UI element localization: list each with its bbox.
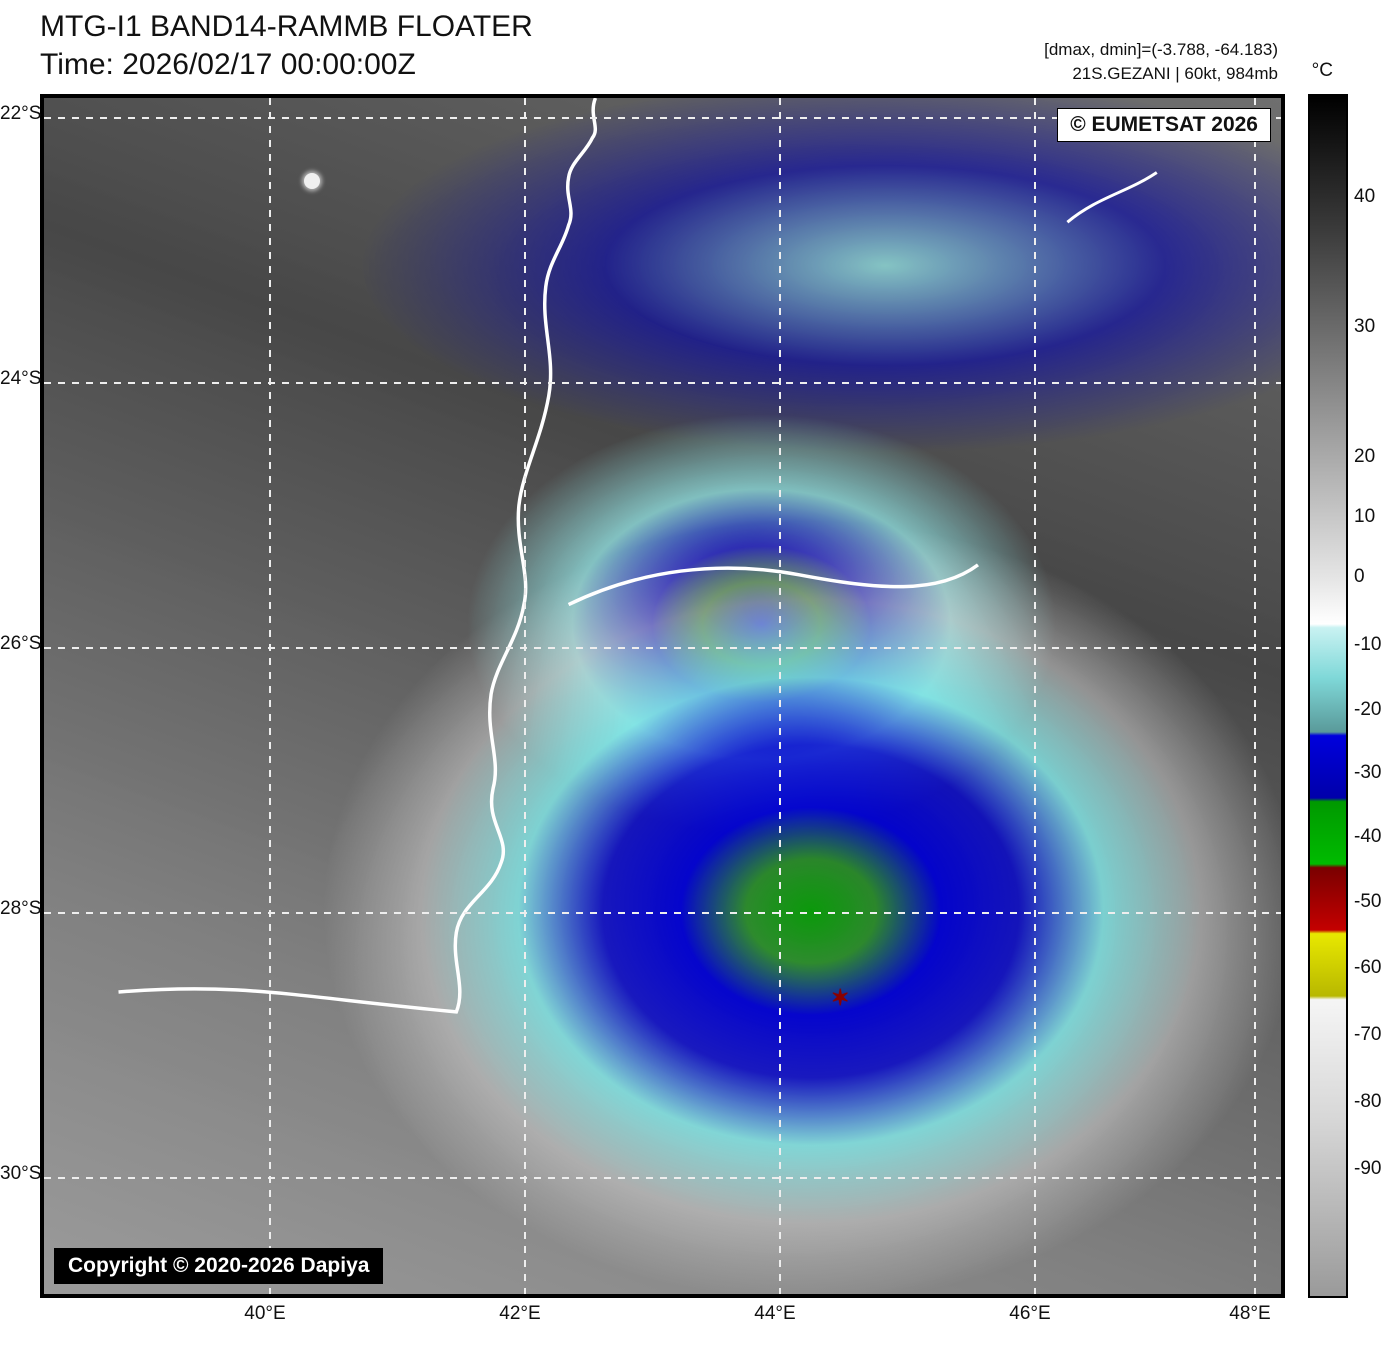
gridline-lon-48 xyxy=(1254,98,1256,1294)
lat-label-30s: 30°S xyxy=(0,1163,40,1185)
header-info-block: [dmax, dmin]=(-3.788, -64.183) 21S.GEZAN… xyxy=(1044,40,1278,84)
cb-tick-neg20: -20 xyxy=(1354,699,1381,721)
cb-tick-neg50: -50 xyxy=(1354,891,1381,913)
madagascar-coastline xyxy=(44,98,1281,1294)
gridline-lon-42 xyxy=(524,98,526,1294)
colorbar-gradient xyxy=(1308,94,1348,1298)
gridline-lon-46 xyxy=(1034,98,1036,1294)
eumetsat-badge: © EUMETSAT 2026 xyxy=(1057,108,1271,142)
cb-tick-neg30: -30 xyxy=(1354,762,1381,784)
colorbar-widget[interactable]: 40 30 20 10 0 -10 -20 -30 -40 -50 -60 -7… xyxy=(1308,94,1348,1298)
cb-tick-neg40: -40 xyxy=(1354,826,1381,848)
cb-tick-0: 0 xyxy=(1354,566,1365,588)
lat-label-26s: 26°S xyxy=(0,633,40,655)
cb-tick-10: 10 xyxy=(1354,506,1375,528)
storm-center-marker[interactable]: ✶ xyxy=(831,985,849,1011)
cb-tick-neg90: -90 xyxy=(1354,1158,1381,1180)
cb-tick-neg70: -70 xyxy=(1354,1024,1381,1046)
satellite-image-frame[interactable]: ✶ © EUMETSAT 2026 Copyright © 2020-2026 … xyxy=(40,94,1285,1298)
cb-tick-40: 40 xyxy=(1354,186,1375,208)
title-line1: MTG-I1 BAND14-RAMMB FLOATER xyxy=(40,8,533,46)
gridline-lat-28 xyxy=(44,912,1281,914)
header-title-block: MTG-I1 BAND14-RAMMB FLOATER Time: 2026/0… xyxy=(40,8,533,83)
cb-tick-neg60: -60 xyxy=(1354,957,1381,979)
unit-label: °C xyxy=(1312,60,1333,82)
cb-tick-neg80: -80 xyxy=(1354,1091,1381,1113)
gridline-lat-26 xyxy=(44,647,1281,649)
lon-label-42e: 42°E xyxy=(480,1303,560,1325)
copyright-badge: Copyright © 2020-2026 Dapiya xyxy=(54,1248,383,1284)
storm-info-label: 21S.GEZANI | 60kt, 984mb xyxy=(1044,64,1278,84)
lon-label-48e: 48°E xyxy=(1210,1303,1290,1325)
lat-label-28s: 28°S xyxy=(0,898,40,920)
lon-label-40e: 40°E xyxy=(225,1303,305,1325)
lat-label-22s: 22°S xyxy=(0,103,40,125)
cb-tick-30: 30 xyxy=(1354,316,1375,338)
lon-label-44e: 44°E xyxy=(735,1303,815,1325)
cb-tick-20: 20 xyxy=(1354,446,1375,468)
gridline-lat-30 xyxy=(44,1177,1281,1179)
gridline-lon-44 xyxy=(779,98,781,1294)
dmax-dmin-label: [dmax, dmin]=(-3.788, -64.183) xyxy=(1044,40,1278,60)
cb-tick-neg10: -10 xyxy=(1354,634,1381,656)
lat-label-24s: 24°S xyxy=(0,368,40,390)
gridline-lat-24 xyxy=(44,382,1281,384)
gridline-lon-40 xyxy=(269,98,271,1294)
title-line2: Time: 2026/02/17 00:00:00Z xyxy=(40,46,533,84)
lon-label-46e: 46°E xyxy=(990,1303,1070,1325)
